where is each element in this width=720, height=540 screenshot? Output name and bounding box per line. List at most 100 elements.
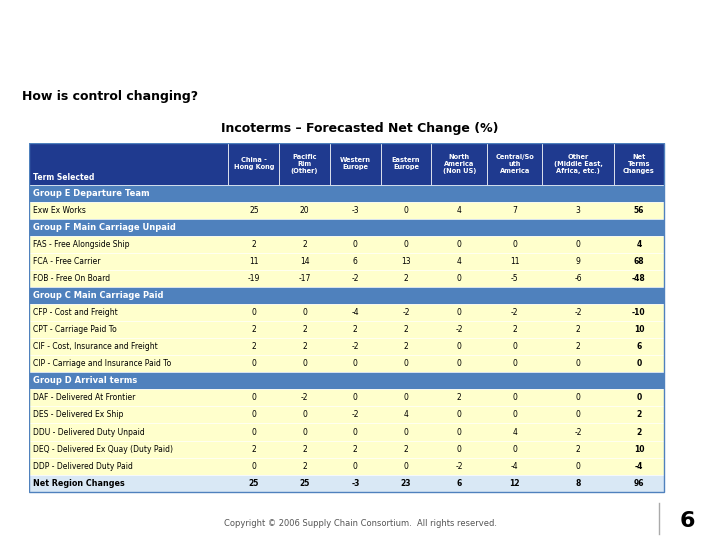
Text: -4: -4	[351, 308, 359, 317]
Text: 0: 0	[404, 240, 408, 249]
Text: 56: 56	[634, 206, 644, 215]
Bar	[29, 457, 665, 475]
Text: 0: 0	[404, 394, 408, 402]
Text: 0: 0	[513, 410, 517, 420]
Text: 0: 0	[251, 394, 256, 402]
Text: 0: 0	[251, 308, 256, 317]
Text: 68: 68	[634, 257, 644, 266]
Text: -4: -4	[635, 462, 643, 471]
Text: 10: 10	[634, 325, 644, 334]
Text: 2: 2	[251, 240, 256, 249]
Text: DDU - Delivered Duty Unpaid: DDU - Delivered Duty Unpaid	[33, 428, 145, 436]
Bar	[29, 185, 665, 202]
Bar	[542, 143, 613, 185]
Text: -2: -2	[351, 342, 359, 352]
Text: 2: 2	[404, 444, 408, 454]
Text: CIP - Carriage and Insurance Paid To: CIP - Carriage and Insurance Paid To	[33, 359, 171, 368]
Bar	[330, 143, 381, 185]
Text: -4: -4	[511, 462, 518, 471]
Text: Pacific
Rim
(Other): Pacific Rim (Other)	[291, 154, 318, 174]
Text: Incoterms – Forecasted Net Change (%): Incoterms – Forecasted Net Change (%)	[221, 122, 499, 135]
Text: 2: 2	[576, 444, 580, 454]
Text: 2: 2	[302, 342, 307, 352]
Text: -2: -2	[575, 428, 582, 436]
Text: 0: 0	[636, 394, 642, 402]
Text: -2: -2	[456, 325, 463, 334]
Text: Central/So
uth
America: Central/So uth America	[495, 154, 534, 174]
Text: 11: 11	[510, 257, 520, 266]
Text: CPT - Carriage Paid To: CPT - Carriage Paid To	[33, 325, 117, 334]
Text: How is control changing?: How is control changing?	[22, 90, 198, 103]
Text: -3: -3	[351, 478, 359, 488]
Text: 2: 2	[457, 394, 462, 402]
Text: 0: 0	[575, 410, 580, 420]
Bar	[29, 441, 665, 457]
Text: FOB - Free On Board: FOB - Free On Board	[33, 274, 110, 283]
Text: FCA - Free Carrier: FCA - Free Carrier	[33, 257, 100, 266]
Bar	[29, 270, 665, 287]
Text: 0: 0	[302, 359, 307, 368]
Text: 0: 0	[353, 462, 358, 471]
Text: -2: -2	[351, 274, 359, 283]
Text: 7: 7	[513, 206, 517, 215]
Text: -5: -5	[511, 274, 518, 283]
Text: 3: 3	[575, 206, 580, 215]
Text: 2: 2	[302, 462, 307, 471]
Text: 2: 2	[636, 428, 642, 436]
Text: 10: 10	[634, 444, 644, 454]
Bar	[29, 338, 665, 355]
Bar	[29, 475, 665, 492]
Text: -17: -17	[298, 274, 311, 283]
Text: China -
Hong Kong: China - Hong Kong	[234, 158, 274, 171]
Text: 0: 0	[575, 394, 580, 402]
Text: DAF - Delivered At Frontier: DAF - Delivered At Frontier	[33, 394, 135, 402]
Bar	[29, 321, 665, 338]
Text: Term Selected: Term Selected	[33, 173, 94, 183]
Text: 2: 2	[353, 325, 358, 334]
Text: 4: 4	[513, 428, 517, 436]
Text: 0: 0	[353, 394, 358, 402]
Text: 2: 2	[404, 342, 408, 352]
Text: 2: 2	[576, 325, 580, 334]
Text: 0: 0	[353, 240, 358, 249]
Text: 6: 6	[456, 478, 462, 488]
Text: 0: 0	[456, 359, 462, 368]
Text: 0: 0	[513, 240, 517, 249]
Text: 4: 4	[456, 206, 462, 215]
Text: CFP - Cost and Freight: CFP - Cost and Freight	[33, 308, 117, 317]
Text: 0: 0	[513, 342, 517, 352]
Text: 0: 0	[302, 428, 307, 436]
Bar	[29, 389, 665, 407]
Text: 0: 0	[353, 428, 358, 436]
Text: -2: -2	[456, 462, 463, 471]
Text: 0: 0	[636, 359, 642, 368]
Text: Copyright © 2006 Supply Chain Consortium.  All rights reserved.: Copyright © 2006 Supply Chain Consortium…	[223, 519, 497, 528]
Text: 6: 6	[353, 257, 358, 266]
Text: 2: 2	[636, 410, 642, 420]
Text: 0: 0	[404, 428, 408, 436]
Bar	[381, 143, 431, 185]
Bar	[29, 253, 665, 270]
Text: 0: 0	[456, 428, 462, 436]
Text: 96: 96	[634, 478, 644, 488]
Text: Other
(Middle East,
Africa, etc.): Other (Middle East, Africa, etc.)	[554, 154, 603, 174]
Text: 0: 0	[302, 308, 307, 317]
Text: 4: 4	[404, 410, 408, 420]
Text: 2: 2	[302, 240, 307, 249]
Text: 6: 6	[680, 510, 696, 531]
Text: CHAIN: CHAIN	[30, 509, 49, 515]
Text: -2: -2	[511, 308, 518, 317]
Text: 0: 0	[353, 359, 358, 368]
Bar	[29, 423, 665, 441]
Text: 2: 2	[251, 325, 256, 334]
Text: 6: 6	[636, 342, 642, 352]
Text: 0: 0	[251, 428, 256, 436]
Text: 23: 23	[401, 478, 411, 488]
Text: 2: 2	[251, 342, 256, 352]
Text: North
America
(Non US): North America (Non US)	[443, 154, 476, 174]
Bar	[29, 355, 665, 373]
Text: 0: 0	[456, 274, 462, 283]
Text: 0: 0	[404, 359, 408, 368]
Text: 20: 20	[300, 206, 310, 215]
Bar	[487, 143, 542, 185]
